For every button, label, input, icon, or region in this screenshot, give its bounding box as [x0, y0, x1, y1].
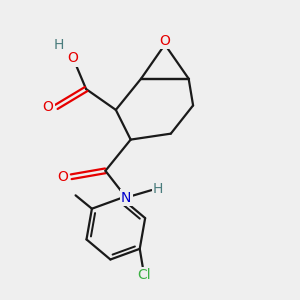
Text: N: N [121, 190, 131, 205]
Text: O: O [43, 100, 53, 114]
Text: Cl: Cl [137, 268, 151, 282]
Text: H: H [54, 38, 64, 52]
Text: O: O [67, 52, 78, 65]
Text: H: H [153, 182, 163, 196]
Text: O: O [159, 34, 170, 48]
Text: O: O [58, 170, 68, 184]
